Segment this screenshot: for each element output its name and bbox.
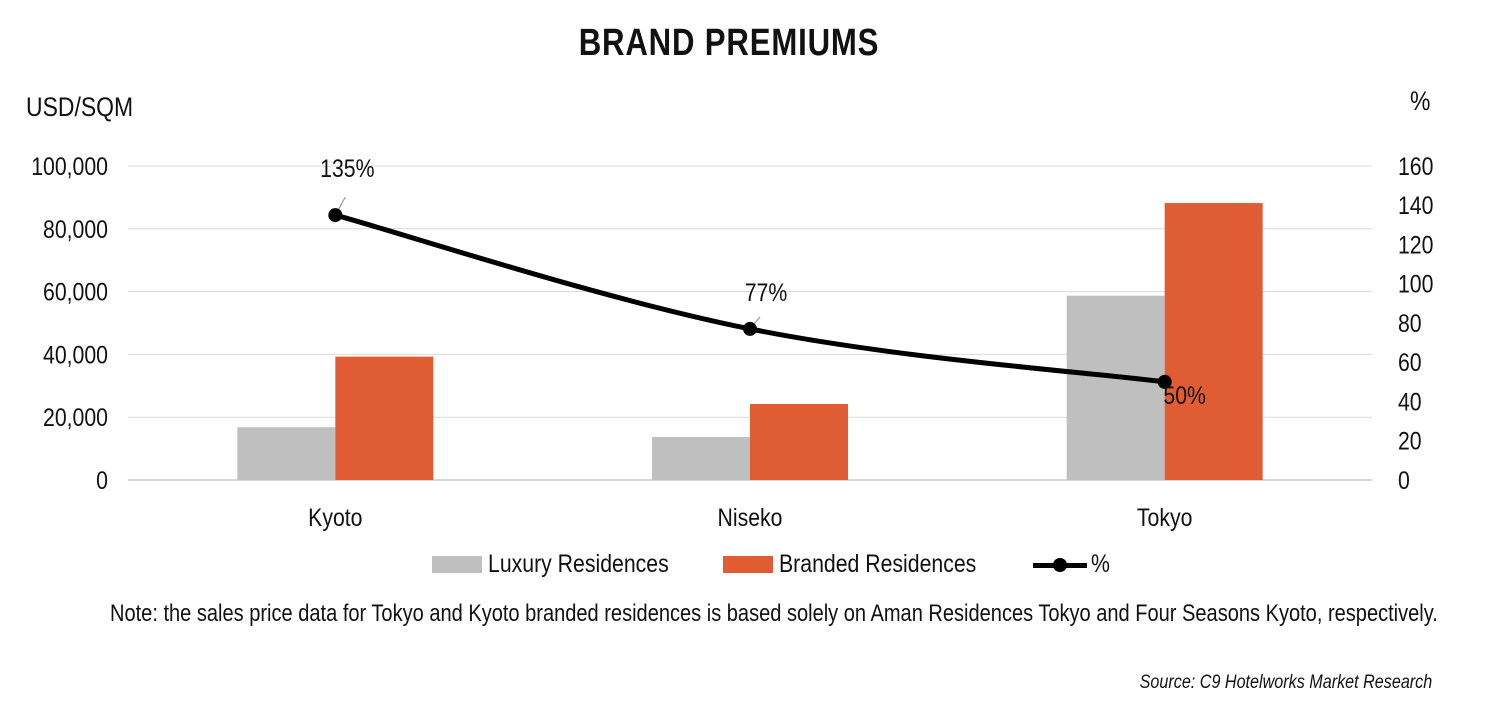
left-axis-unit: USD/SQM bbox=[26, 92, 134, 122]
line-marker bbox=[1157, 374, 1172, 389]
right-axis-unit: % bbox=[1410, 86, 1431, 116]
line-marker bbox=[743, 321, 757, 336]
line-marker bbox=[328, 208, 343, 223]
bar-branded bbox=[1164, 203, 1263, 480]
right-tick-label: 40 bbox=[1398, 388, 1422, 416]
legend-label-percent: % bbox=[1090, 550, 1110, 578]
legend-swatch-branded bbox=[722, 556, 773, 573]
chart-legend: Luxury Residences Branded Residences % bbox=[432, 550, 1135, 579]
bar-branded bbox=[335, 356, 434, 480]
legend-item-branded: Branded Residences bbox=[722, 550, 1011, 579]
left-tick-label: 60,000 bbox=[43, 278, 108, 306]
legend-label-luxury: Luxury Residences bbox=[488, 550, 669, 578]
data-label-percent: 77% bbox=[745, 278, 788, 306]
category-label: Tokyo bbox=[1137, 503, 1192, 531]
category-label: Kyoto bbox=[308, 503, 362, 531]
legend-swatch-luxury bbox=[432, 556, 482, 573]
right-tick-label: 100 bbox=[1398, 270, 1433, 298]
footnote: Note: the sales price data for Tokyo and… bbox=[110, 600, 1438, 627]
right-tick-label: 140 bbox=[1398, 192, 1433, 220]
right-tick-label: 80 bbox=[1398, 309, 1422, 337]
right-tick-label: 160 bbox=[1398, 152, 1433, 180]
legend-label-branded: Branded Residences bbox=[778, 550, 976, 578]
category-label: Niseko bbox=[718, 503, 783, 531]
bar-branded bbox=[750, 404, 848, 480]
right-tick-label: 0 bbox=[1398, 466, 1410, 494]
left-tick-label: 100,000 bbox=[31, 152, 108, 180]
bar-luxury bbox=[652, 436, 750, 480]
left-tick-label: 20,000 bbox=[43, 404, 108, 432]
data-label-percent: 135% bbox=[320, 154, 374, 182]
right-tick-label: 120 bbox=[1398, 231, 1433, 259]
legend-item-percent: % bbox=[1032, 550, 1113, 579]
bar-luxury bbox=[237, 427, 336, 480]
left-tick-label: 40,000 bbox=[43, 341, 108, 369]
source-credit: Source: C9 Hotelworks Market Research bbox=[1139, 672, 1432, 693]
left-tick-label: 80,000 bbox=[43, 215, 108, 243]
right-tick-label: 20 bbox=[1398, 427, 1422, 455]
data-label-percent: 50% bbox=[1163, 381, 1206, 409]
right-tick-label: 60 bbox=[1398, 349, 1422, 377]
bar-luxury bbox=[1066, 295, 1165, 480]
legend-item-luxury: Luxury Residences bbox=[432, 550, 701, 579]
legend-line-percent bbox=[1032, 556, 1087, 573]
chart-title: BRAND PREMIUMS bbox=[578, 22, 880, 64]
left-tick-label: 0 bbox=[96, 466, 108, 494]
